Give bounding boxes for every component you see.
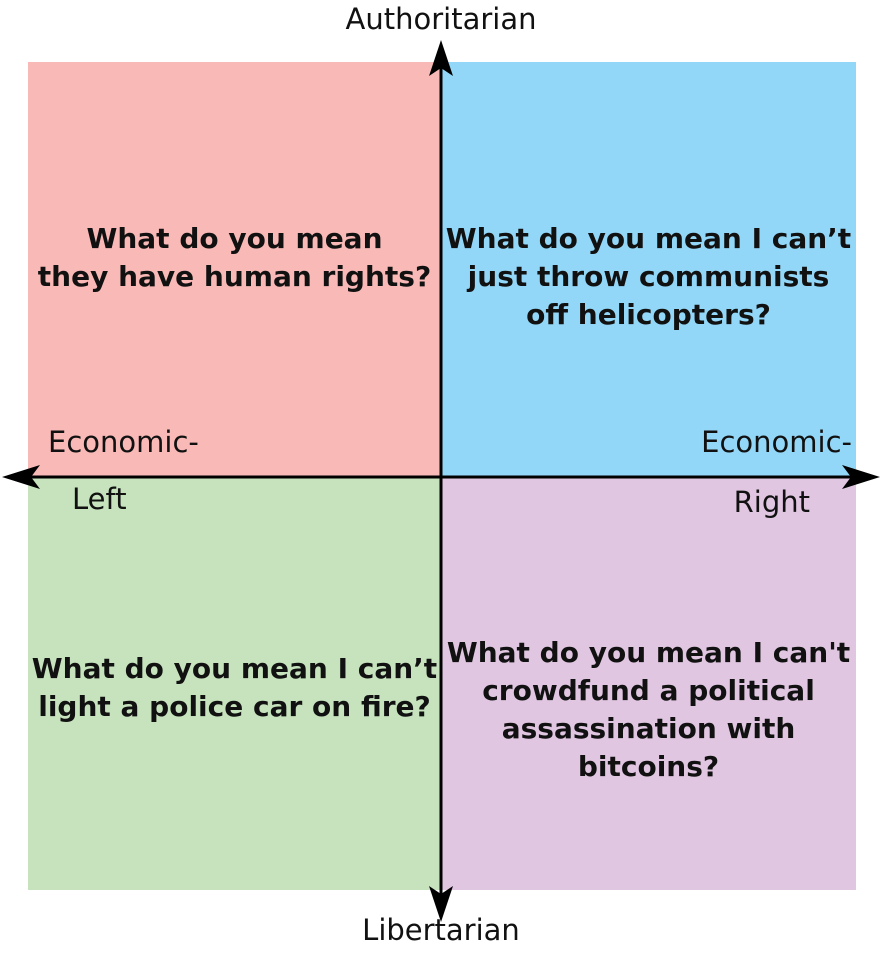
arrow-right-icon bbox=[842, 465, 880, 489]
quadrant-libertarian-left: What do you mean I can’t light a police … bbox=[28, 476, 441, 890]
axis-label-economic-right-line1: Economic- bbox=[701, 425, 852, 459]
axis-label-economic-right-line2: Right bbox=[733, 485, 810, 519]
quadrant-authoritarian-right-text: What do you mean I can’t just throw comm… bbox=[445, 222, 852, 331]
axis-label-economic-left-line1: Economic- bbox=[48, 425, 199, 459]
arrow-left-icon bbox=[2, 465, 40, 489]
quadrant-libertarian-left-text: What do you mean I can’t light a police … bbox=[31, 652, 438, 723]
quadrant-authoritarian-left: What do you mean they have human rights? bbox=[28, 62, 441, 476]
quadrant-authoritarian-right: What do you mean I can’t just throw comm… bbox=[441, 62, 856, 476]
axis-label-libertarian: Libertarian bbox=[362, 913, 520, 947]
arrow-up-icon bbox=[429, 40, 453, 76]
quadrant-libertarian-right-text: What do you mean I can't crowdfund a pol… bbox=[446, 636, 851, 783]
axis-label-authoritarian: Authoritarian bbox=[345, 2, 537, 36]
arrow-down-icon bbox=[429, 886, 453, 922]
horizontal-axis bbox=[2, 465, 880, 489]
quadrant-libertarian-right: What do you mean I can't crowdfund a pol… bbox=[441, 476, 856, 890]
vertical-axis bbox=[429, 40, 453, 922]
axis-label-economic-left-line2: Left bbox=[72, 482, 127, 516]
quadrant-authoritarian-left-text: What do you mean they have human rights? bbox=[37, 222, 432, 293]
